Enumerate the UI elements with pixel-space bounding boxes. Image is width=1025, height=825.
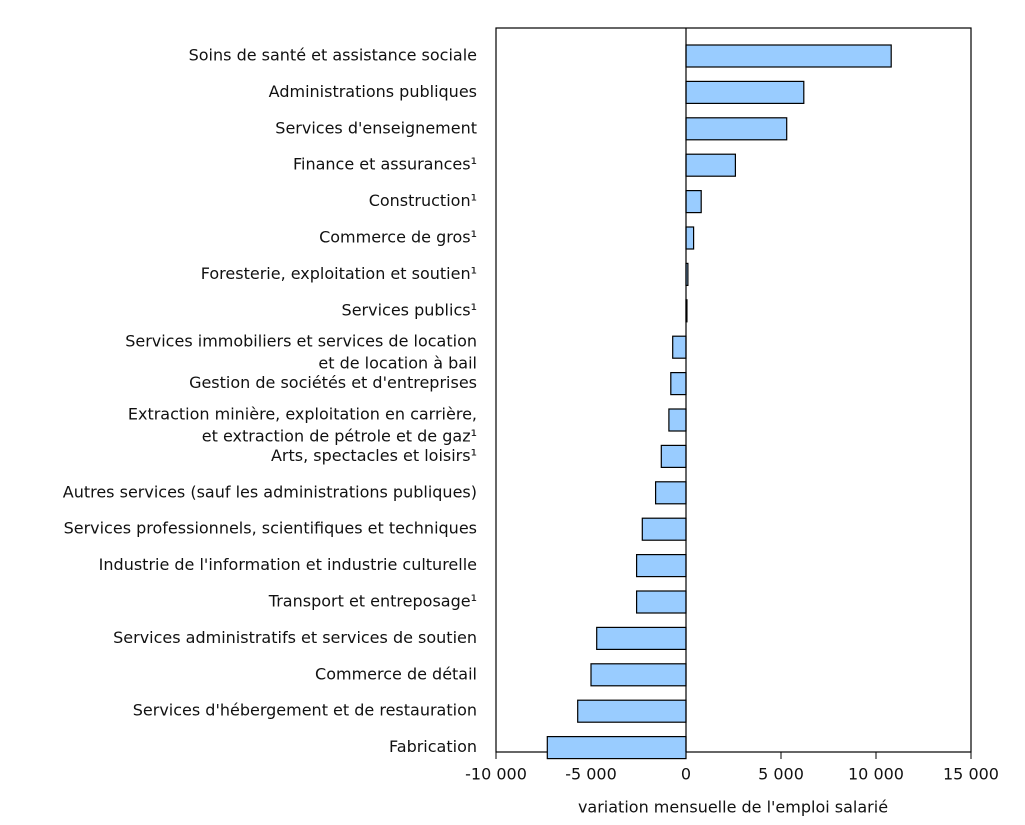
bar (668, 408, 687, 432)
bar (654, 481, 687, 505)
bar (577, 699, 687, 723)
x-tick-label: -10 000 (465, 765, 527, 784)
bar (685, 44, 892, 68)
y-tick-label: Administrations publiques (269, 82, 477, 101)
y-tick-label: et de location à bail (318, 354, 477, 373)
y-tick-label: Commerce de détail (315, 664, 477, 683)
bar (635, 553, 687, 578)
y-tick-label: Finance et assurances¹ (293, 155, 477, 174)
bar (546, 735, 687, 760)
bar (596, 626, 687, 651)
bar (685, 80, 805, 105)
y-tick-label: Services professionnels, scientifiques e… (64, 519, 477, 538)
bar (685, 226, 695, 250)
x-tick-label: 0 (681, 765, 691, 784)
y-tick-label: Services d'enseignement (275, 118, 477, 137)
bar (685, 153, 737, 177)
x-tick-label: 10 000 (848, 765, 904, 784)
bar (685, 117, 788, 141)
bar (660, 444, 687, 468)
bar (685, 190, 702, 214)
y-tick-label: Autres services (sauf les administration… (63, 482, 477, 501)
y-tick-label: Services administratifs et services de s… (113, 628, 477, 647)
y-tick-label: Commerce de gros¹ (319, 228, 477, 247)
y-tick-label: Transport et entreposage¹ (268, 592, 477, 611)
y-tick-label: Foresterie, exploitation et soutien¹ (201, 264, 477, 283)
y-tick-label: Fabrication (389, 737, 477, 756)
bar (670, 372, 687, 396)
bar (635, 590, 687, 614)
y-tick-label: Industrie de l'information et industrie … (99, 555, 477, 574)
y-tick-label: Construction¹ (369, 191, 477, 210)
y-tick-label: et extraction de pétrole et de gaz¹ (202, 427, 477, 446)
y-tick-label: Services immobiliers et services de loca… (125, 332, 477, 351)
bar (641, 517, 687, 541)
x-tick-label: 15 000 (943, 765, 999, 784)
plot-frame (495, 27, 972, 753)
y-tick-label: Arts, spectacles et loisirs¹ (271, 446, 477, 465)
x-tick-label: -5 000 (565, 765, 617, 784)
x-axis-title: variation mensuelle de l'emploi salarié (578, 798, 888, 817)
y-tick-label: Services publics¹ (342, 300, 477, 319)
x-tick-label: 5 000 (758, 765, 804, 784)
bar (672, 335, 687, 359)
bar (590, 663, 687, 687)
y-tick-label: Services d'hébergement et de restauratio… (133, 701, 477, 720)
y-tick-label: Soins de santé et assistance sociale (189, 46, 477, 65)
y-tick-label: Gestion de sociétés et d'entreprises (189, 373, 477, 392)
y-tick-label: Extraction minière, exploitation en carr… (128, 405, 477, 424)
